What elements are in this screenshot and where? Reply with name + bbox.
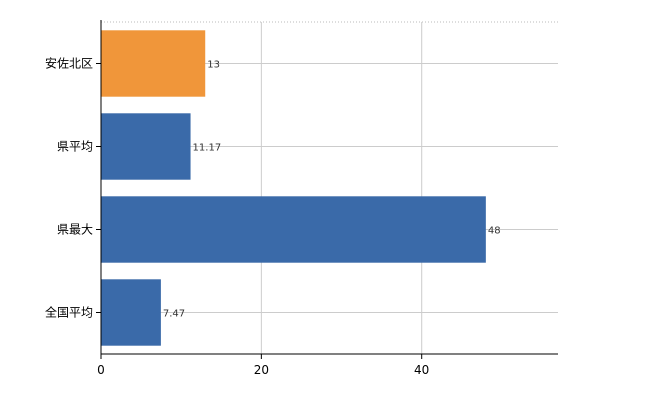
y-tick-label-1: 安佐北区 — [45, 56, 93, 71]
data-label-1: 13 — [207, 60, 220, 71]
bar-2 — [101, 113, 191, 180]
y-tick-label-2: 県平均 — [57, 140, 93, 154]
bar-4 — [101, 279, 161, 346]
x-tick-label-3: 40 — [414, 363, 429, 377]
bar-3 — [101, 196, 486, 263]
x-tick-label-2: 20 — [254, 363, 269, 377]
data-label-2: 11.17 — [193, 143, 222, 154]
bar-1 — [101, 30, 206, 97]
y-tick-label-4: 全国平均 — [45, 305, 93, 320]
data-label-4: 7.47 — [163, 309, 185, 320]
bars — [101, 30, 486, 346]
axes — [96, 20, 558, 359]
x-tick-label-1: 0 — [97, 363, 105, 377]
y-tick-label-3: 県最大 — [57, 223, 93, 237]
data-label-3: 48 — [488, 226, 501, 237]
